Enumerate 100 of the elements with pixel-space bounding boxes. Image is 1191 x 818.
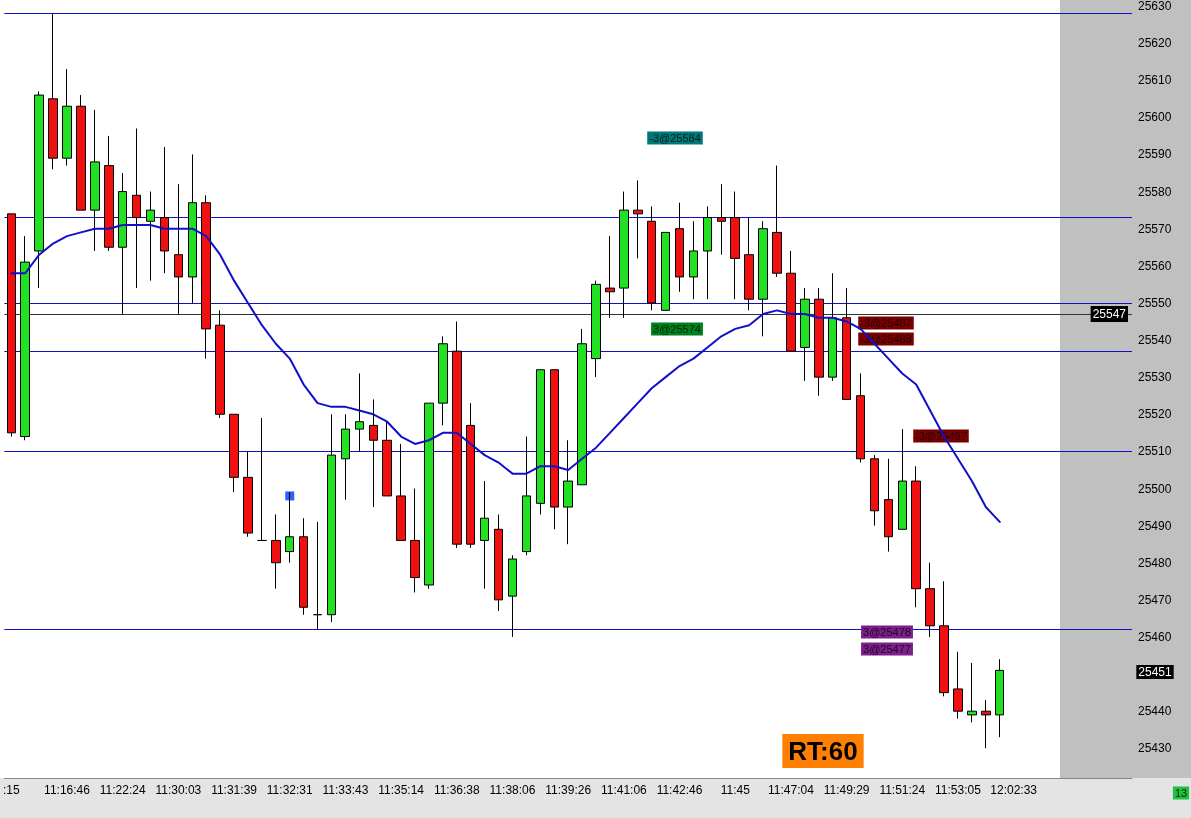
candlestick [118, 172, 127, 315]
candlestick [856, 372, 865, 464]
candlestick [619, 191, 629, 319]
candlestick [717, 183, 726, 256]
candlestick [327, 413, 336, 623]
candlestick [661, 231, 670, 311]
candlestick [522, 436, 531, 556]
candlestick [689, 220, 698, 300]
candlestick [201, 194, 211, 360]
y-tick-label: 25570 [1138, 221, 1172, 236]
candlestick [884, 458, 893, 553]
annotation: 3@25478 [863, 626, 911, 638]
candlestick [132, 127, 141, 289]
candlestick [563, 439, 573, 545]
candlestick [424, 402, 434, 590]
x-tick-label: 11:53:05 [935, 783, 982, 797]
candlestick [870, 454, 879, 527]
candlestick [452, 320, 462, 549]
x-tick-label: 12:02:33 [990, 783, 1038, 797]
y-tick-label: 25530 [1138, 370, 1172, 385]
candlestick [730, 191, 740, 300]
candlestick [257, 417, 267, 541]
candlestick [20, 235, 30, 441]
y-tick-label: 25430 [1138, 741, 1172, 756]
candlestick [34, 90, 44, 289]
candlestick [744, 217, 754, 311]
annotation: RT:60 [788, 736, 858, 766]
candlestick [675, 202, 684, 293]
annotation: 3@25574 [653, 323, 701, 335]
candlestick [341, 413, 350, 501]
y-tick-label: 25540 [1138, 333, 1172, 348]
annotation: -3@25584 [649, 132, 701, 144]
candlestick [355, 372, 364, 452]
y-tick-label: 25610 [1138, 73, 1172, 88]
candlestick [633, 179, 643, 259]
candlestick [7, 213, 16, 438]
y-tick-label: 25590 [1138, 147, 1172, 162]
y-tick-label: 25480 [1138, 555, 1172, 570]
candlestick [703, 205, 712, 300]
x-tick-label: 11:22:24 [99, 783, 146, 797]
x-tick-label: 11:38:06 [489, 783, 536, 797]
x-tick-label: 11:39:26 [545, 783, 592, 797]
candlestick [758, 220, 768, 337]
candlestick [396, 443, 406, 541]
candlestick [814, 287, 824, 397]
candlestick [911, 465, 921, 608]
candlestick [508, 554, 517, 638]
candlestick [271, 513, 281, 590]
candlestick [188, 153, 197, 304]
y-tick-label: 25460 [1138, 629, 1172, 644]
candlestick [243, 450, 253, 538]
candlestick [591, 280, 601, 378]
candlestick [174, 183, 183, 315]
candlestick [382, 421, 392, 497]
candlestick [299, 517, 308, 616]
x-tick-label: 11:35:14 [378, 783, 425, 797]
candlestick [995, 658, 1004, 738]
y-tick-label: 25580 [1138, 184, 1172, 199]
x-tick-label: 11:16:46 [44, 783, 91, 797]
x-tick-label: 11:31:39 [211, 783, 258, 797]
y-tick-label: 25470 [1138, 592, 1172, 607]
text: 25451 [1138, 665, 1173, 679]
y-tick-label: 25560 [1138, 258, 1172, 273]
candlestick [939, 580, 949, 697]
candlestick [605, 235, 615, 319]
candlestick [536, 369, 545, 515]
candlestick [842, 287, 851, 400]
candlestick [647, 205, 656, 311]
y-tick-label: 25510 [1138, 444, 1172, 459]
candlestick [285, 491, 294, 564]
text: 13 [1174, 787, 1188, 799]
candlestick [925, 562, 935, 638]
candlestick [90, 109, 100, 252]
candlestick [898, 428, 907, 530]
x-tick-label: 11:47:04 [768, 783, 815, 797]
x-tick-label: 11:33:43 [322, 783, 369, 797]
ref-line-label: 25547 [1092, 307, 1127, 322]
candlestick [410, 488, 420, 593]
annotation: -3@25487 [860, 317, 912, 329]
x-tick-label: 11:51:24 [879, 783, 926, 797]
candlestick [146, 191, 155, 282]
candlestick [981, 699, 991, 749]
candlestick [313, 521, 322, 631]
candlestick [466, 402, 475, 549]
y-tick-label: 25620 [1138, 36, 1172, 51]
candlestick [494, 513, 503, 612]
candlestick [160, 146, 169, 274]
candlestick [480, 480, 489, 590]
y-tick-label: 25500 [1138, 481, 1172, 496]
x-tick-label: 11:30:03 [155, 783, 202, 797]
candlestick [76, 94, 86, 211]
x-tick-label: :15 [2, 783, 20, 797]
annotation: 3@25477 [863, 643, 911, 655]
candlestick [369, 398, 378, 508]
x-tick-label: 11:45 [720, 783, 751, 797]
candlestick [48, 12, 58, 170]
y-tick-label: 25440 [1138, 704, 1172, 719]
candlestick [786, 250, 796, 352]
y-tick-label: 25630 [1138, 0, 1172, 13]
candlestick [800, 287, 810, 382]
